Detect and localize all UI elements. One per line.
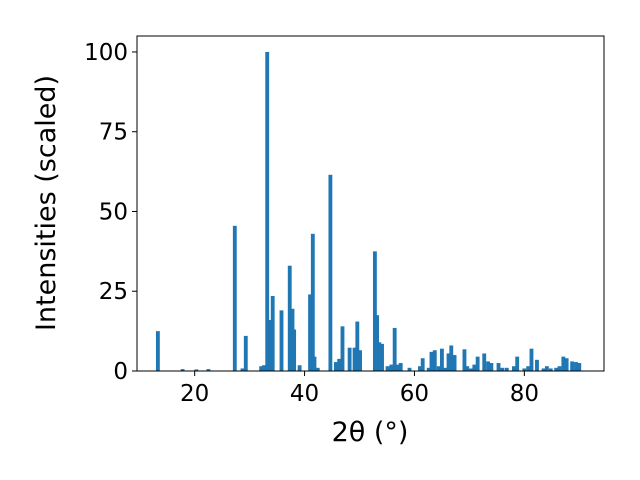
y-axis: 0 25 50 75 100 (84, 40, 137, 385)
bar (261, 365, 266, 371)
bar (340, 326, 345, 371)
bar (554, 367, 559, 371)
y-tick-label: 75 (99, 120, 128, 146)
bar (475, 356, 480, 371)
bar (315, 367, 320, 371)
bar (548, 368, 553, 371)
bar (240, 368, 245, 371)
bar (377, 342, 382, 371)
bar (206, 369, 211, 371)
bar (347, 347, 352, 371)
bar (486, 361, 490, 371)
bar (395, 364, 400, 371)
bar (292, 329, 297, 371)
bar (511, 366, 516, 371)
bar (194, 369, 199, 371)
bar (392, 327, 397, 371)
y-tick-label: 25 (99, 279, 128, 305)
bar (465, 366, 470, 371)
bar (541, 368, 546, 371)
bars (155, 51, 582, 371)
bar (429, 351, 434, 371)
plot-frame (136, 35, 605, 372)
bar (420, 358, 425, 371)
bar (243, 335, 248, 371)
bar (526, 366, 531, 371)
bar (522, 368, 527, 371)
bar (515, 356, 520, 371)
bar (372, 251, 377, 371)
bar (398, 363, 403, 371)
y-tick-label: 100 (84, 40, 128, 66)
bar (564, 358, 569, 371)
bar (449, 345, 454, 371)
y-tick-label: 50 (99, 199, 128, 225)
x-axis-label: 2θ (°) (332, 417, 409, 448)
bar (577, 363, 582, 371)
bar (389, 364, 394, 371)
x-tick-label: 80 (510, 381, 539, 407)
bar (270, 296, 275, 371)
bar (446, 353, 451, 371)
x-tick-label: 40 (290, 381, 319, 407)
bar (265, 51, 270, 371)
bar (333, 362, 338, 371)
bar (482, 353, 487, 371)
bar (440, 348, 444, 371)
bar (432, 350, 437, 371)
bar (385, 366, 390, 371)
bar (407, 367, 412, 371)
bar (297, 365, 302, 371)
bar (310, 233, 315, 371)
x-axis: 20 40 60 80 (180, 371, 539, 407)
bar (375, 315, 380, 371)
x-tick-label: 60 (400, 381, 429, 407)
bar (436, 366, 441, 371)
bar (287, 265, 292, 371)
y-axis-label: Intensities (scaled) (31, 75, 62, 331)
bar (337, 358, 342, 371)
bar (355, 321, 360, 371)
bar (426, 367, 431, 371)
bar (570, 361, 575, 371)
bar (259, 366, 264, 371)
bar (279, 310, 284, 371)
bar (500, 367, 505, 371)
bar (358, 350, 362, 371)
bar (544, 366, 549, 371)
bar (232, 225, 237, 371)
bar (443, 367, 448, 371)
bar (472, 364, 477, 371)
bar (452, 355, 457, 371)
bar (308, 294, 312, 371)
bar (328, 174, 333, 371)
bar (529, 348, 534, 371)
x-tick-label: 20 (180, 381, 209, 407)
bar (312, 356, 317, 371)
bar (352, 347, 357, 371)
y-tick-label: 0 (113, 359, 128, 385)
bar (462, 349, 467, 371)
bar (155, 331, 160, 371)
bar (504, 367, 509, 371)
bar (496, 363, 501, 371)
bar (557, 366, 562, 371)
bar (574, 362, 578, 371)
bar (268, 319, 272, 371)
bar (380, 343, 384, 371)
bar (561, 356, 566, 371)
bar (418, 366, 422, 371)
bar (469, 368, 473, 371)
bar (180, 369, 185, 371)
bar (489, 363, 494, 371)
bar (535, 359, 539, 371)
